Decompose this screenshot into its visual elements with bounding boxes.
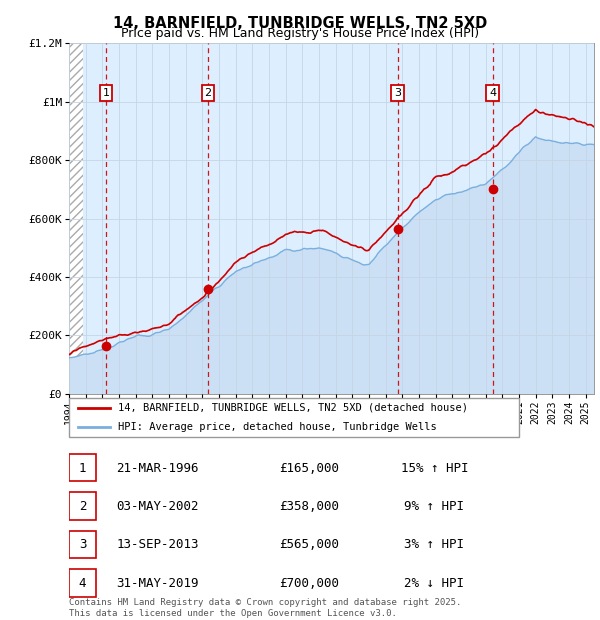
Text: 3: 3 (79, 539, 86, 551)
Bar (69, 43, 83, 394)
Text: 13-SEP-2013: 13-SEP-2013 (116, 539, 199, 551)
Text: 2: 2 (205, 88, 212, 98)
FancyBboxPatch shape (69, 492, 96, 520)
Text: £165,000: £165,000 (279, 462, 339, 474)
Text: 4: 4 (489, 88, 496, 98)
FancyBboxPatch shape (69, 454, 96, 482)
Text: 14, BARNFIELD, TUNBRIDGE WELLS, TN2 5XD (detached house): 14, BARNFIELD, TUNBRIDGE WELLS, TN2 5XD … (119, 403, 469, 413)
Text: 9% ↑ HPI: 9% ↑ HPI (404, 500, 464, 513)
Text: Contains HM Land Registry data © Crown copyright and database right 2025.
This d: Contains HM Land Registry data © Crown c… (69, 598, 461, 618)
Text: 3% ↑ HPI: 3% ↑ HPI (404, 539, 464, 551)
FancyBboxPatch shape (69, 531, 96, 559)
Text: 15% ↑ HPI: 15% ↑ HPI (401, 462, 468, 474)
Text: 14, BARNFIELD, TUNBRIDGE WELLS, TN2 5XD: 14, BARNFIELD, TUNBRIDGE WELLS, TN2 5XD (113, 16, 487, 31)
Text: 1: 1 (103, 88, 110, 98)
Text: 21-MAR-1996: 21-MAR-1996 (116, 462, 199, 474)
FancyBboxPatch shape (69, 398, 519, 437)
Text: £358,000: £358,000 (279, 500, 339, 513)
Text: 4: 4 (79, 577, 86, 590)
Text: £565,000: £565,000 (279, 539, 339, 551)
Text: 2% ↓ HPI: 2% ↓ HPI (404, 577, 464, 590)
Text: 03-MAY-2002: 03-MAY-2002 (116, 500, 199, 513)
Text: 2: 2 (79, 500, 86, 513)
Text: 1: 1 (79, 462, 86, 474)
Text: Price paid vs. HM Land Registry's House Price Index (HPI): Price paid vs. HM Land Registry's House … (121, 27, 479, 40)
Text: 31-MAY-2019: 31-MAY-2019 (116, 577, 199, 590)
Text: HPI: Average price, detached house, Tunbridge Wells: HPI: Average price, detached house, Tunb… (119, 422, 437, 432)
Text: £700,000: £700,000 (279, 577, 339, 590)
FancyBboxPatch shape (69, 569, 96, 597)
Text: 3: 3 (394, 88, 401, 98)
